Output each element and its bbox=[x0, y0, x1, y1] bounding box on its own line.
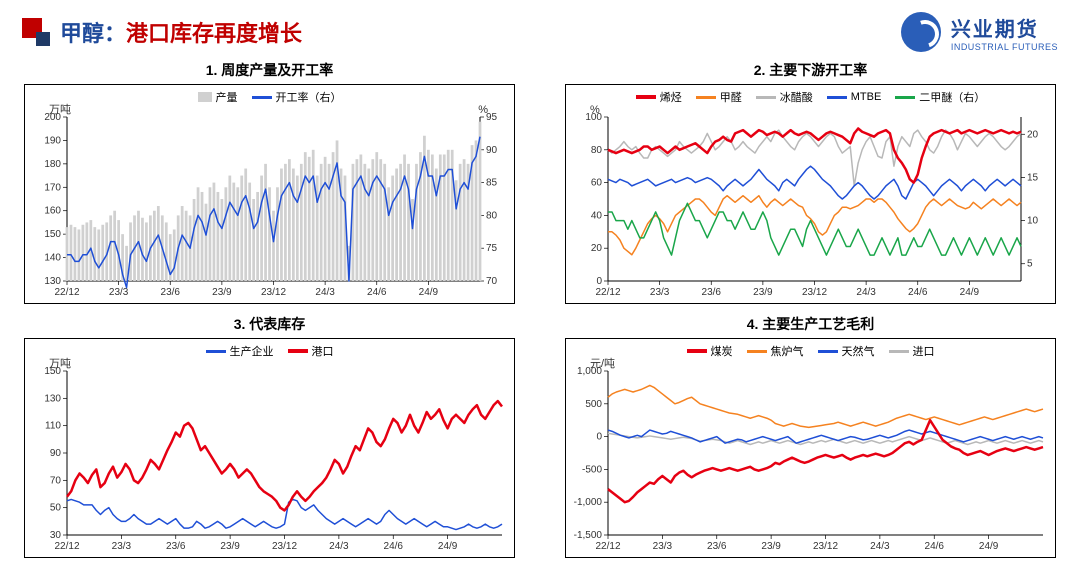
svg-text:23/9: 23/9 bbox=[212, 287, 232, 298]
svg-text:23/9: 23/9 bbox=[220, 541, 240, 552]
svg-text:24/9: 24/9 bbox=[960, 287, 980, 298]
svg-text:23/3: 23/3 bbox=[650, 287, 670, 298]
svg-text:24/3: 24/3 bbox=[856, 287, 876, 298]
title-body: 港口库存再度增长 bbox=[126, 21, 302, 46]
chart4-title: 4. 主要生产工艺毛利 bbox=[565, 314, 1056, 334]
svg-text:80: 80 bbox=[591, 145, 603, 156]
title-prefix: 甲醇： bbox=[60, 21, 126, 46]
svg-text:70: 70 bbox=[486, 276, 498, 287]
svg-text:22/12: 22/12 bbox=[595, 541, 620, 552]
svg-text:110: 110 bbox=[45, 421, 61, 432]
svg-text:23/6: 23/6 bbox=[161, 287, 181, 298]
svg-text:130: 130 bbox=[44, 393, 61, 404]
svg-text:190: 190 bbox=[44, 135, 61, 146]
svg-text:22/12: 22/12 bbox=[595, 287, 620, 298]
svg-text:1,000: 1,000 bbox=[577, 366, 602, 377]
square-icon bbox=[22, 18, 50, 46]
svg-text:170: 170 bbox=[44, 182, 61, 193]
svg-text:20: 20 bbox=[591, 243, 603, 254]
svg-text:23/12: 23/12 bbox=[272, 541, 297, 552]
header-left: 甲醇：港口库存再度增长 bbox=[22, 16, 302, 48]
chart1-panel: 1. 周度产量及开工率 产量开工率（右）万吨%13014015016017018… bbox=[24, 60, 515, 304]
svg-text:140: 140 bbox=[44, 253, 61, 264]
svg-text:24/9: 24/9 bbox=[979, 541, 999, 552]
svg-text:90: 90 bbox=[50, 448, 62, 459]
svg-text:70: 70 bbox=[50, 475, 62, 486]
svg-text:0: 0 bbox=[596, 432, 602, 443]
svg-text:24/3: 24/3 bbox=[315, 287, 335, 298]
chart4-box: 煤炭焦炉气天然气进口元/吨-1,500-1,000-50005001,00022… bbox=[565, 338, 1056, 558]
svg-text:23/6: 23/6 bbox=[702, 287, 722, 298]
svg-text:24/6: 24/6 bbox=[925, 541, 945, 552]
chart4-panel: 4. 主要生产工艺毛利 煤炭焦炉气天然气进口元/吨-1,500-1,000-50… bbox=[565, 314, 1056, 558]
chart3-panel: 3. 代表库存 生产企业港口万吨3050709011013015022/1223… bbox=[24, 314, 515, 558]
svg-text:-1,000: -1,000 bbox=[574, 497, 603, 508]
svg-text:50: 50 bbox=[50, 503, 62, 514]
svg-text:24/6: 24/6 bbox=[367, 287, 387, 298]
chart2-box: 烯烃甲醛冰醋酸MTBE二甲醚（右）%020406080100510152022/… bbox=[565, 84, 1056, 304]
page-title: 甲醇：港口库存再度增长 bbox=[60, 16, 302, 48]
svg-text:22/12: 22/12 bbox=[54, 287, 79, 298]
svg-text:15: 15 bbox=[1027, 172, 1039, 183]
svg-text:23/3: 23/3 bbox=[112, 541, 132, 552]
svg-text:95: 95 bbox=[486, 112, 498, 123]
svg-text:24/6: 24/6 bbox=[908, 287, 928, 298]
svg-text:22/12: 22/12 bbox=[54, 541, 79, 552]
brand-logo: 兴业期货 INDUSTRIAL FUTURES bbox=[901, 12, 1058, 52]
svg-text:23/9: 23/9 bbox=[753, 287, 773, 298]
header: 甲醇：港口库存再度增长 兴业期货 INDUSTRIAL FUTURES bbox=[0, 0, 1080, 56]
svg-text:23/6: 23/6 bbox=[166, 541, 186, 552]
svg-text:-1,500: -1,500 bbox=[574, 530, 603, 541]
svg-text:200: 200 bbox=[44, 112, 61, 123]
svg-text:75: 75 bbox=[486, 243, 498, 254]
logo-en: INDUSTRIAL FUTURES bbox=[951, 42, 1058, 52]
svg-text:500: 500 bbox=[585, 399, 602, 410]
svg-text:24/6: 24/6 bbox=[384, 541, 404, 552]
svg-text:100: 100 bbox=[585, 112, 602, 123]
svg-text:10: 10 bbox=[1027, 216, 1039, 227]
svg-text:23/12: 23/12 bbox=[802, 287, 827, 298]
svg-text:130: 130 bbox=[44, 276, 61, 287]
svg-text:30: 30 bbox=[50, 530, 62, 541]
svg-text:24/9: 24/9 bbox=[438, 541, 458, 552]
chart1-title: 1. 周度产量及开工率 bbox=[24, 60, 515, 80]
svg-text:23/3: 23/3 bbox=[653, 541, 673, 552]
chart3-box: 生产企业港口万吨3050709011013015022/1223/323/623… bbox=[24, 338, 515, 558]
svg-text:23/9: 23/9 bbox=[761, 541, 781, 552]
svg-text:60: 60 bbox=[591, 178, 603, 189]
svg-text:24/3: 24/3 bbox=[329, 541, 349, 552]
svg-text:90: 90 bbox=[486, 145, 498, 156]
chart3-title: 3. 代表库存 bbox=[24, 314, 515, 334]
svg-text:23/6: 23/6 bbox=[707, 541, 727, 552]
svg-text:23/3: 23/3 bbox=[109, 287, 129, 298]
chart2-panel: 2. 主要下游开工率 烯烃甲醛冰醋酸MTBE二甲醚（右）%02040608010… bbox=[565, 60, 1056, 304]
svg-text:85: 85 bbox=[486, 178, 498, 189]
svg-text:0: 0 bbox=[596, 276, 602, 287]
svg-text:23/12: 23/12 bbox=[813, 541, 838, 552]
svg-text:24/9: 24/9 bbox=[419, 287, 439, 298]
svg-text:5: 5 bbox=[1027, 259, 1033, 270]
svg-text:40: 40 bbox=[591, 210, 603, 221]
chart1-box: 产量开工率（右）万吨%13014015016017018019020070758… bbox=[24, 84, 515, 304]
svg-text:150: 150 bbox=[44, 366, 61, 377]
svg-text:80: 80 bbox=[486, 210, 498, 221]
svg-text:24/3: 24/3 bbox=[870, 541, 890, 552]
svg-text:160: 160 bbox=[44, 206, 61, 217]
svg-text:180: 180 bbox=[44, 159, 61, 170]
svg-text:20: 20 bbox=[1027, 129, 1039, 140]
svg-text:150: 150 bbox=[44, 229, 61, 240]
logo-cn: 兴业期货 bbox=[951, 13, 1058, 42]
chart-grid: 1. 周度产量及开工率 产量开工率（右）万吨%13014015016017018… bbox=[0, 56, 1080, 566]
svg-text:-500: -500 bbox=[582, 464, 602, 475]
svg-text:23/12: 23/12 bbox=[261, 287, 286, 298]
logo-swirl-icon bbox=[901, 12, 941, 52]
chart2-title: 2. 主要下游开工率 bbox=[565, 60, 1056, 80]
